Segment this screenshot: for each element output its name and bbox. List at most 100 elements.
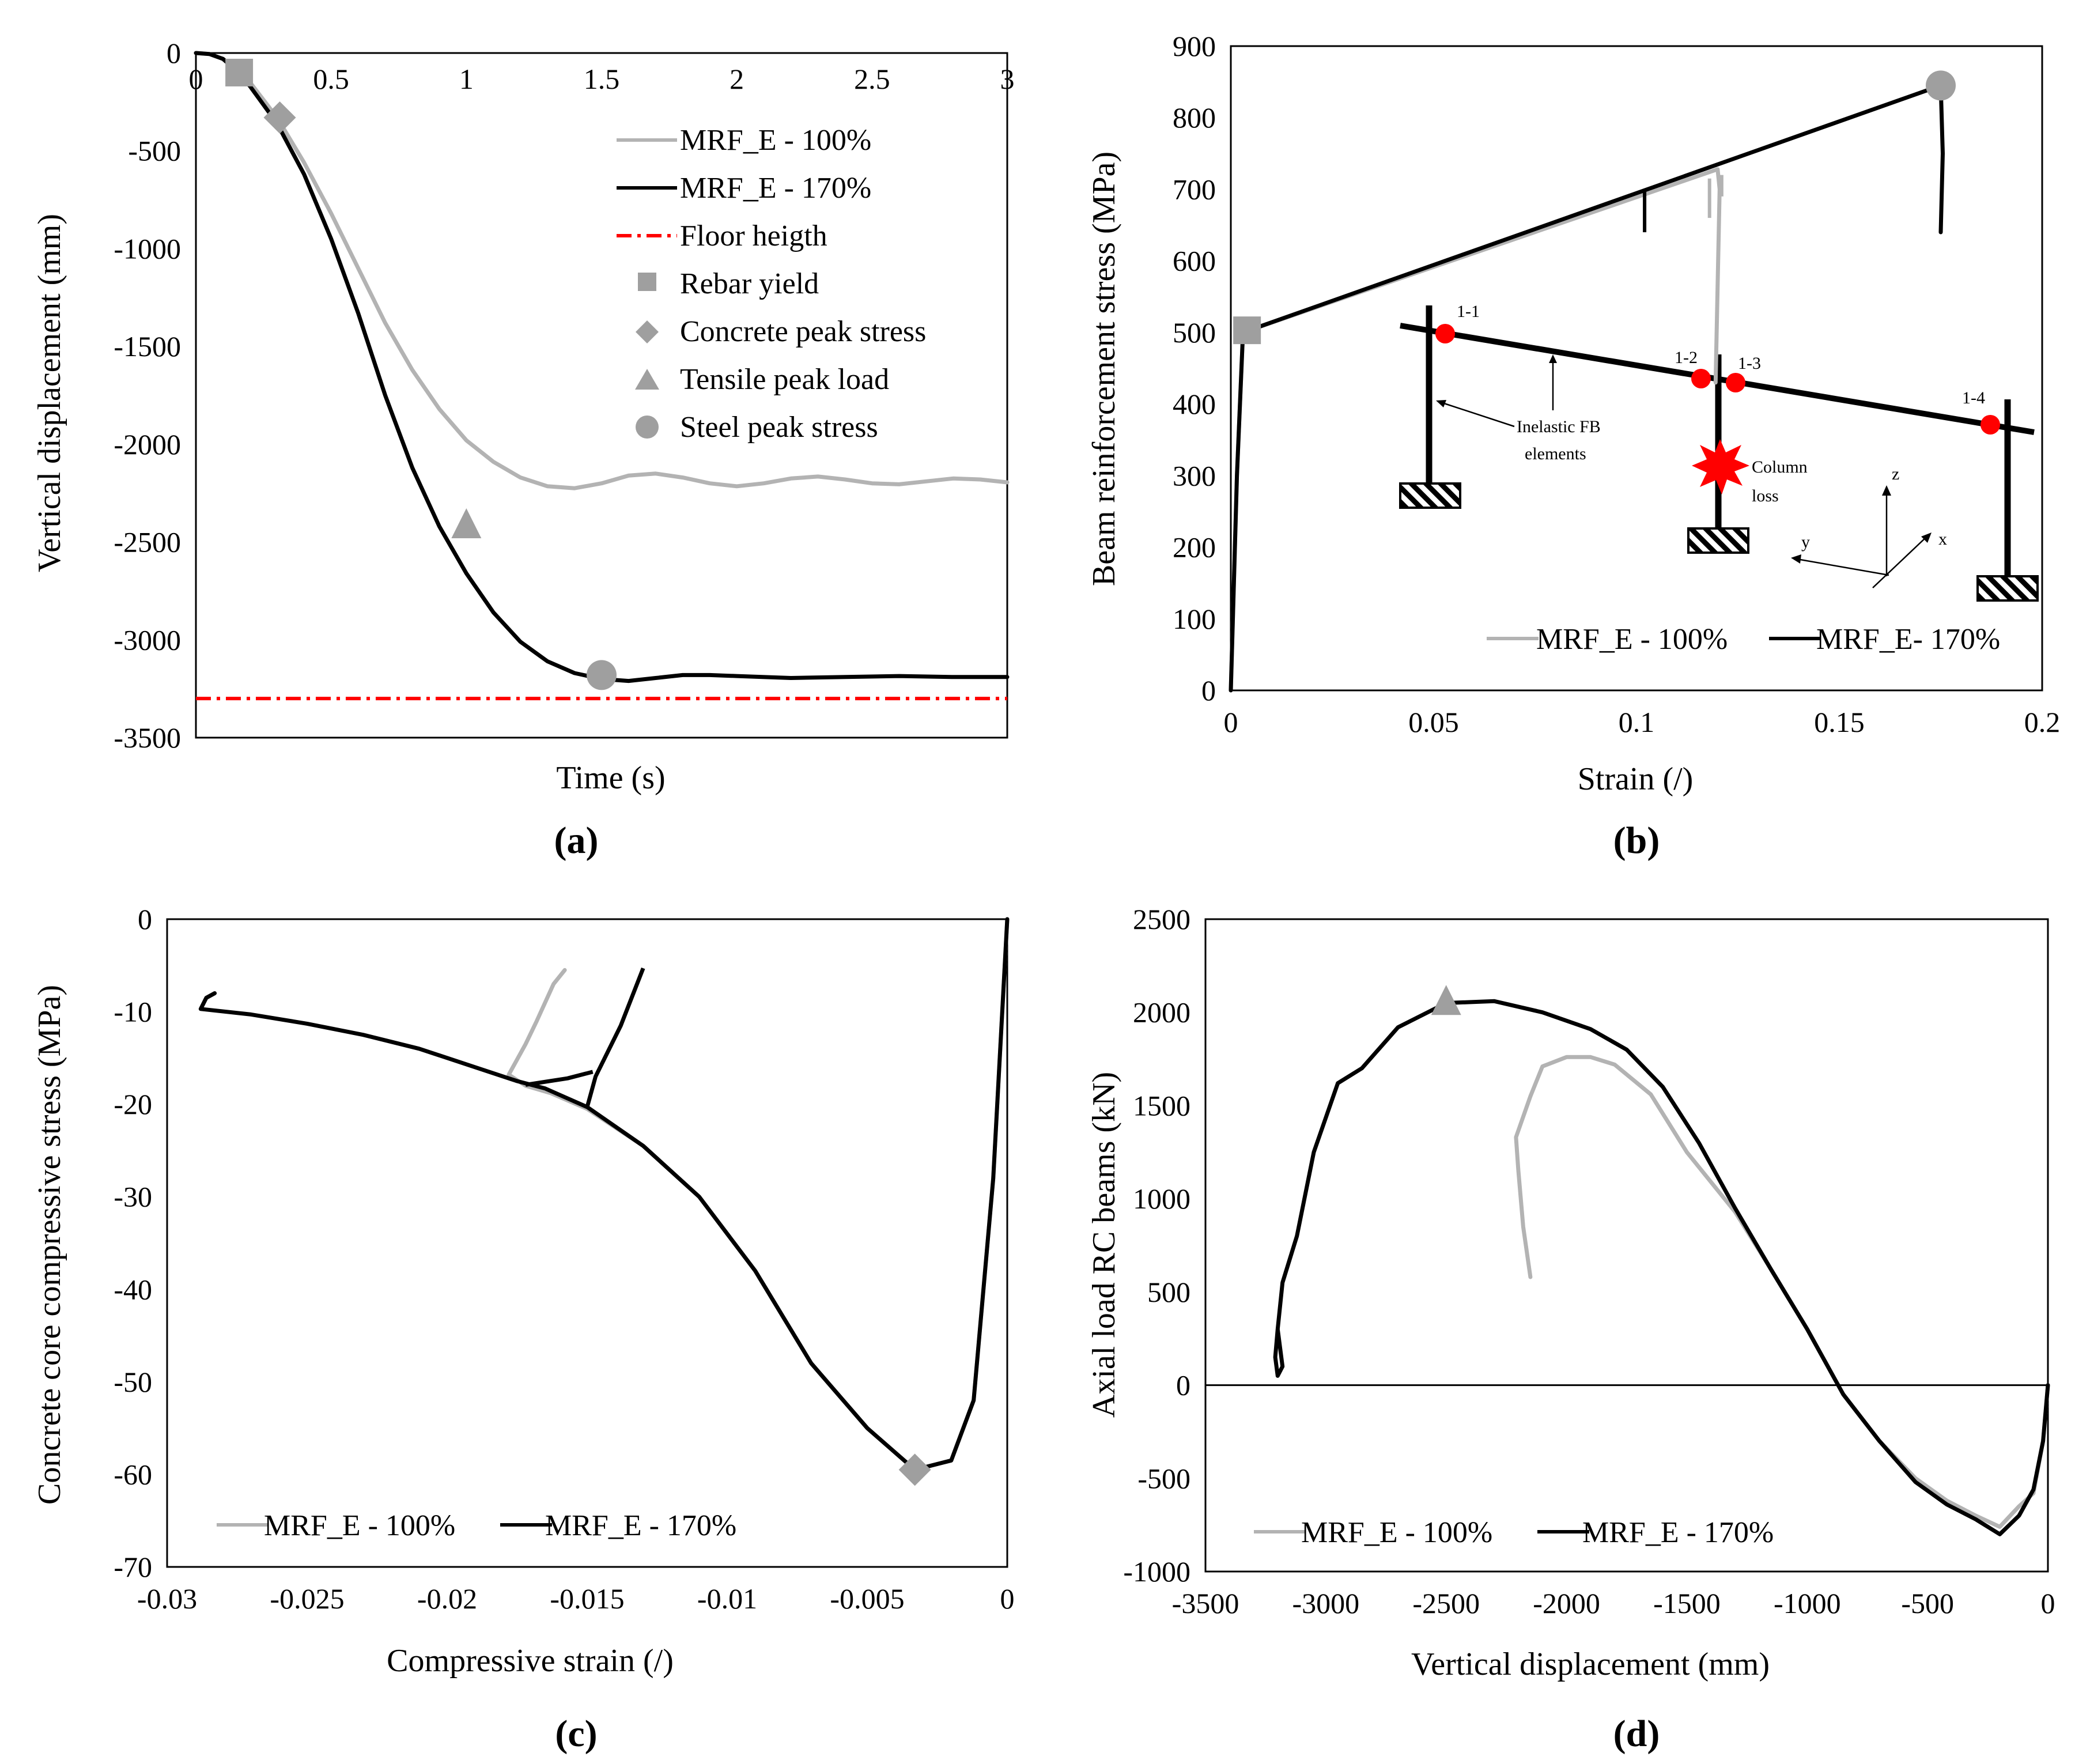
inset-node-1-1: [1435, 324, 1455, 343]
x-ticks-b: 0 0.05 0.1 0.15 0.2: [1224, 706, 2061, 738]
legend-a: MRF_E - 100% MRF_E - 170% Floor heigth R…: [617, 124, 926, 444]
y-tick-label-d: 0: [1176, 1369, 1190, 1402]
structure-inset-b: 1-1 1-2 1-3 1-4 Column loss Inelastic FB…: [1399, 302, 2039, 602]
markers-c: [898, 1453, 931, 1486]
y-tick-label-a: -3500: [114, 722, 181, 754]
y-tick-label-c: -20: [114, 1088, 152, 1120]
series-line-a-170: [194, 51, 1010, 683]
legend-a-label-100: MRF_E - 100%: [680, 124, 871, 157]
series-line-b-170: [1229, 83, 1945, 693]
inset-label-1-4: 1-4: [1962, 388, 1985, 407]
x-tick-label-d: -3500: [1172, 1587, 1239, 1619]
y-tick-label-d: 2000: [1133, 996, 1190, 1029]
x-tick-label-d: -1000: [1774, 1587, 1841, 1619]
panel-b: 1-1 1-2 1-3 1-4 Column loss Inelastic FB…: [1086, 30, 2060, 862]
legend-d: MRF_E - 100% MRF_E - 170%: [1254, 1516, 1774, 1549]
y-tick-label-d: 1500: [1133, 1089, 1190, 1121]
x-tick-label-d: -1500: [1653, 1587, 1721, 1619]
y-tick-label-a: 0: [167, 37, 181, 69]
plot-area-c: [166, 918, 1008, 1568]
inset-axis-z-label: z: [1892, 464, 1899, 484]
legend-a-label-rebar: Rebar yield: [680, 267, 819, 300]
markers-a: [225, 58, 617, 690]
y-tick-label-a: -3000: [114, 624, 181, 656]
y-tick-label-c: -70: [114, 1551, 152, 1583]
panel-c: -0.03 -0.025 -0.02 -0.015 -0.01 -0.005 0 0 -10 -…: [32, 903, 1015, 1755]
marker-b-circle: [1926, 70, 1956, 101]
x-tick-label-a: 0: [189, 63, 203, 95]
x-tick-label-a: 2.5: [854, 63, 890, 95]
caption-b: (b): [1613, 819, 1660, 862]
x-axis-title-d: Vertical displacement (mm): [1411, 1646, 1770, 1682]
y-ticks-a: 0 -500 -1000 -1500 -2000 -2500 -3000 -3500: [114, 37, 181, 754]
y-ticks-c: 0 -10 -20 -30 -40 -50 -60 -70: [114, 903, 152, 1583]
x-tick-label-c: -0.03: [137, 1582, 197, 1615]
x-tick-label-b: 0.05: [1408, 706, 1459, 738]
legend-b: MRF_E - 100% MRF_E- 170%: [1487, 623, 2000, 656]
series-line-c-170: [198, 917, 1010, 1472]
x-tick-label-b: 0.2: [2024, 706, 2061, 738]
legend-c-label-170: MRF_E - 170%: [545, 1509, 736, 1542]
y-tick-label-b: 600: [1173, 245, 1216, 277]
x-tick-label-c: -0.025: [270, 1582, 344, 1615]
y-axis-title-d: Axial load RC beams (kN): [1086, 1072, 1122, 1418]
legend-d-label-100: MRF_E - 100%: [1301, 1516, 1492, 1549]
y-tick-label-c: -60: [114, 1458, 152, 1490]
caption-d: (d): [1613, 1713, 1660, 1755]
marker-d-triangle: [1431, 985, 1461, 1015]
plot-area-d: [1204, 918, 2049, 1573]
y-tick-label-c: -50: [114, 1366, 152, 1398]
legend-a-triangle-marker: [635, 369, 659, 390]
y-tick-label-b: 800: [1173, 101, 1216, 134]
x-tick-label-b: 0.1: [1619, 706, 1655, 738]
inset-axis-y: [1796, 558, 1889, 576]
y-tick-label-d: -1000: [1123, 1555, 1190, 1588]
plot-area-b: [1230, 45, 2043, 692]
inset-arrow-element: [1438, 401, 1515, 428]
x-tick-label-d: -2000: [1533, 1587, 1600, 1619]
x-tick-label-d: -500: [1901, 1587, 1954, 1619]
inset-support-middle: [1687, 527, 1749, 554]
x-axis-title-a: Time (s): [556, 760, 665, 796]
legend-c-label-100: MRF_E - 100%: [264, 1509, 455, 1542]
x-tick-label-d: 0: [2041, 1587, 2055, 1619]
inset-element-label-2: elements: [1525, 444, 1586, 463]
y-axis-title-b: Beam reinforcement stress (MPa): [1086, 152, 1122, 586]
y-tick-label-a: -2000: [114, 428, 181, 460]
legend-b-label-170: MRF_E- 170%: [1816, 623, 2000, 656]
inset-support-right: [1976, 575, 2039, 602]
y-tick-label-d: 1000: [1133, 1183, 1190, 1215]
y-tick-label-c: -10: [114, 996, 152, 1028]
inset-node-1-4: [1980, 415, 2000, 435]
x-tick-label-c: -0.02: [417, 1582, 477, 1615]
series-line-d-100: [1514, 1055, 2050, 1529]
markers-d: [1431, 985, 1461, 1015]
x-tick-label-d: -2500: [1412, 1587, 1480, 1619]
x-tick-label-d: -3000: [1292, 1587, 1360, 1619]
series-line-d-170: [1273, 999, 2050, 1536]
y-tick-label-b: 500: [1173, 316, 1216, 349]
inset-label-1-2: 1-2: [1675, 348, 1698, 367]
legend-c: MRF_E - 100% MRF_E - 170%: [217, 1509, 736, 1542]
marker-b-square: [1233, 316, 1261, 345]
x-tick-label-a: 3: [1000, 63, 1015, 95]
inset-axis-x-head: [1921, 532, 1932, 543]
inset-column-loss-label-2: loss: [1752, 486, 1779, 505]
caption-a: (a): [554, 819, 599, 862]
inset-axis-y-head: [1791, 554, 1801, 564]
y-ticks-b: 0 100 200 300 400 500 600 700 800 900: [1173, 30, 1216, 707]
y-axis-title-c: Concrete core compressive stress (MPa): [32, 985, 67, 1505]
y-ticks-d: 2500 2000 1500 1000 500 0 -500 -1000: [1123, 903, 1190, 1588]
x-axis-title-b: Strain (/): [1578, 761, 1694, 797]
legend-b-label-100: MRF_E - 100%: [1536, 623, 1728, 656]
inset-axis-z-head: [1882, 485, 1891, 496]
legend-d-label-170: MRF_E - 170%: [1582, 1516, 1774, 1549]
x-tick-label-c: -0.005: [830, 1582, 904, 1615]
curves-a: [194, 51, 1010, 701]
marker-a-triangle: [451, 508, 482, 539]
legend-a-label-concrete: Concrete peak stress: [680, 315, 926, 348]
column-loss-burst: [1692, 439, 1749, 494]
inset-arrowhead-element: [1436, 400, 1446, 407]
y-tick-label-d: -500: [1137, 1462, 1190, 1494]
